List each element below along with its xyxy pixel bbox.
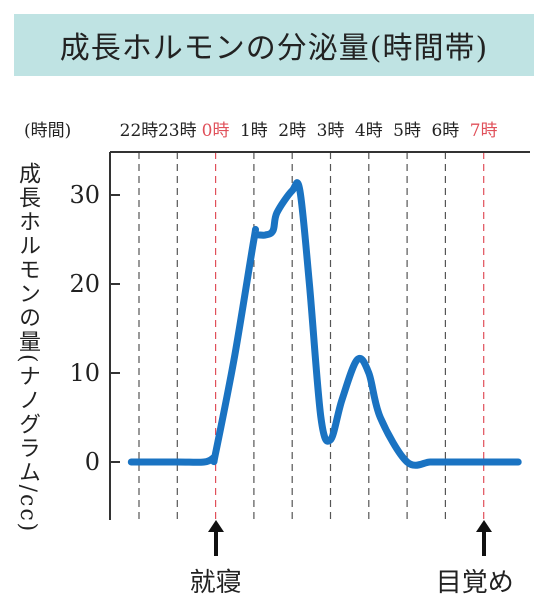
x-tick-label: 3時 xyxy=(317,121,345,141)
growth-hormone-series-line xyxy=(127,179,522,469)
x-tick-label: 23時 xyxy=(158,121,197,141)
y-tick-label: 0 xyxy=(85,448,100,476)
title-banner: 成長ホルモンの分泌量(時間帯) xyxy=(14,14,534,76)
chart-title: 成長ホルモンの分泌量(時間帯) xyxy=(59,31,489,66)
x-tick-label: 0時 xyxy=(202,121,230,141)
x-tick-label: 2時 xyxy=(278,121,306,141)
x-tick-label: 7時 xyxy=(470,121,498,141)
annotation-wake: 目覚め xyxy=(435,568,514,598)
x-tick-label: 22時 xyxy=(120,121,159,141)
y-axis-label: 成長ホルモンの量(ナノグラム/cc) xyxy=(15,162,40,534)
y-tick-label: 10 xyxy=(69,359,100,387)
x-tick-label: 6時 xyxy=(431,121,459,141)
up-arrow-icon xyxy=(475,520,492,556)
up-arrow-icon xyxy=(207,520,224,556)
x-axis-label: (時間) xyxy=(24,121,71,141)
annotation-sleep: 就寝 xyxy=(189,568,242,598)
x-tick-label: 5時 xyxy=(393,121,421,141)
x-tick-label: 4時 xyxy=(355,121,383,141)
x-tick-label: 1時 xyxy=(240,121,268,141)
y-tick-label: 30 xyxy=(69,181,100,209)
y-tick-label: 20 xyxy=(69,270,100,298)
